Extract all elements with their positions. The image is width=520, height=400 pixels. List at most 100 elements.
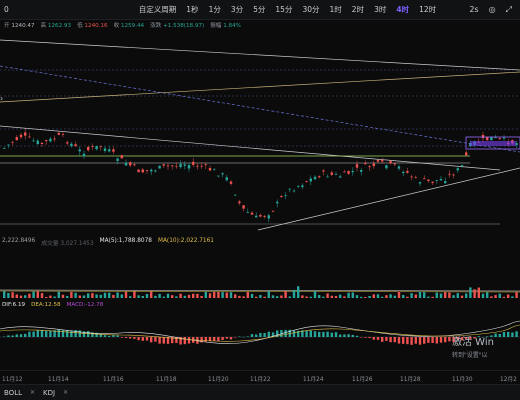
close-icon[interactable]: ✕ [30, 389, 36, 396]
candle-body [309, 178, 312, 182]
camera-icon[interactable]: ◎ [488, 4, 496, 14]
trend-line [0, 125, 501, 171]
macd-bar [91, 332, 94, 337]
volume-bar [250, 293, 254, 298]
volume-bar [225, 292, 228, 298]
volume-bar [78, 295, 81, 298]
macd-bar [355, 335, 359, 337]
macd-bar [19, 334, 23, 337]
toolbar-left-item[interactable]: 0 [4, 5, 9, 14]
candle-body [141, 169, 144, 173]
volume-bar [24, 295, 27, 298]
volume-value: 2,222.8496 [2, 238, 36, 244]
candle-body [288, 188, 291, 190]
volume-ma-row: 2,222.8496 成交量 3,027.1453 MA(5):1,788.80… [0, 238, 520, 248]
trend-line [0, 39, 520, 71]
tab-kdj[interactable]: KDJ [43, 388, 56, 397]
candle-body [162, 164, 165, 166]
macd-bar [397, 337, 401, 344]
candle-body [389, 160, 392, 164]
volume-bar [477, 287, 480, 298]
candle-body [11, 141, 14, 143]
volume-bar [221, 292, 224, 298]
fullscreen-icon[interactable]: ⤢ [505, 4, 512, 14]
period-2h-button[interactable]: 2时 [351, 5, 365, 14]
period-5m-button[interactable]: 5分 [253, 5, 266, 14]
volume-bar [129, 296, 132, 298]
period-30m-button[interactable]: 30分 [302, 5, 320, 14]
candle-body [418, 182, 422, 184]
macd-bar [166, 337, 170, 344]
volume-chart[interactable] [0, 250, 520, 300]
macd-chart[interactable] [0, 311, 520, 369]
period-1s-button[interactable]: 1秒 [186, 5, 199, 14]
macd-bar [225, 337, 228, 339]
period-1m-button[interactable]: 1分 [208, 5, 221, 14]
close-icon[interactable]: ✕ [63, 389, 69, 396]
indicator-tabs: BOLL ✕ KDJ ✕ [0, 384, 520, 400]
candle-body [133, 164, 136, 166]
candle-body [137, 169, 140, 173]
trend-line [257, 167, 520, 231]
volume-bar [74, 292, 77, 298]
candle-body [393, 163, 396, 165]
candle-body [192, 161, 195, 165]
ma5-label: MA(5):1,788.8078 [99, 238, 152, 244]
close-key: 收 [113, 23, 120, 29]
volume-bar [309, 296, 312, 298]
candle-body [7, 144, 10, 146]
x-axis: 11月12 11月14 11月16 11月18 11月20 11月22 11月2… [0, 370, 520, 383]
macd-bar [297, 330, 300, 337]
candle-body [271, 210, 275, 212]
tab-boll[interactable]: BOLL [4, 388, 22, 397]
candle-body [334, 173, 338, 175]
period-1h-button[interactable]: 1时 [329, 5, 342, 14]
volume-bar [145, 294, 149, 298]
change-key: 涨跌 [150, 23, 162, 29]
volume-muted-label: 成交量 3,027.1453 [41, 241, 94, 247]
candle-body [145, 170, 149, 171]
candle-body [82, 153, 86, 157]
price-highlight-box [465, 136, 520, 150]
candle-body [427, 179, 430, 182]
candle-body [129, 162, 132, 166]
volume-bar [486, 292, 489, 298]
candle-body [276, 201, 279, 204]
volume-bar [246, 291, 249, 298]
period-15m-button[interactable]: 15分 [275, 5, 293, 14]
volume-bar [217, 291, 220, 298]
candle-body [292, 190, 296, 192]
candle-body [179, 163, 182, 168]
macd-bar [7, 335, 10, 337]
volume-bar [32, 291, 35, 298]
period-custom-button[interactable]: 自定义周期 [138, 5, 177, 14]
volume-bar [313, 291, 317, 298]
period-3h-button[interactable]: 3时 [374, 5, 387, 14]
macd-bar [183, 337, 186, 345]
candle-body [502, 137, 506, 139]
macd-bar [24, 333, 27, 337]
ohlc-amplitude: 振幅 1.84% [210, 21, 241, 31]
volume-bar [91, 293, 94, 298]
macd-bar [112, 335, 115, 337]
macd-bar [242, 336, 245, 338]
collapse-arrow-icon[interactable]: › [0, 94, 4, 103]
high-value: 1262.93 [47, 23, 72, 29]
ohlc-open: 开 1240.47 [4, 21, 35, 31]
period-3m-button[interactable]: 3分 [230, 5, 244, 14]
refresh-interval-label[interactable]: 2s [469, 4, 479, 14]
price-chart[interactable] [0, 32, 520, 238]
period-12h-button[interactable]: 12时 [419, 5, 437, 14]
macd-bar [141, 337, 144, 341]
macd-bar [145, 337, 149, 341]
trend-line [0, 71, 520, 103]
macd-bar [477, 336, 480, 337]
candle-body [305, 181, 308, 182]
volume-bar [297, 286, 300, 298]
macd-bar [339, 334, 342, 337]
high-key: 高 [40, 23, 47, 29]
candle-body [372, 163, 375, 167]
period-4h-button[interactable]: 4时 [396, 5, 410, 14]
volume-bar [229, 292, 233, 298]
volume-bar [242, 296, 245, 298]
